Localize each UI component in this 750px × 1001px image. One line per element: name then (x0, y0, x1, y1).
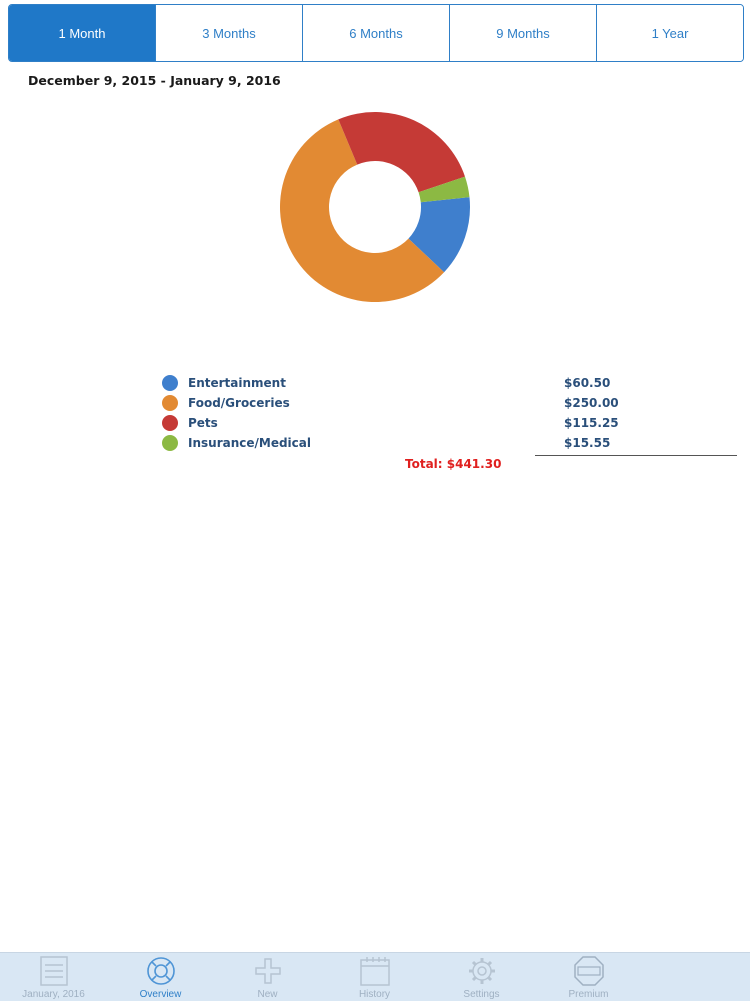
legend-label: Insurance/Medical (188, 436, 311, 450)
tab-premium[interactable]: Premium (535, 953, 642, 1001)
tab-label: Settings (463, 989, 500, 1000)
donut-slice-insurance-medical[interactable] (418, 176, 470, 203)
tab-overview[interactable]: Overview (107, 953, 214, 1001)
legend-amount: $115.25 (564, 416, 619, 430)
calendar-icon (359, 957, 390, 986)
tab-new[interactable]: New (214, 953, 321, 1001)
tab-label: January, 2016 (22, 989, 85, 1000)
segment-9-months[interactable]: 9 Months (449, 5, 596, 61)
legend-label: Entertainment (188, 376, 286, 390)
legend-item-entertainment[interactable]: Entertainment $60.50 (162, 374, 622, 394)
notepad-icon (39, 956, 68, 986)
legend-color-dot (162, 395, 178, 411)
legend-amount: $15.55 (564, 436, 611, 450)
tab-settings[interactable]: Settings (428, 953, 535, 1001)
tab-label: New (257, 989, 278, 1000)
tab-history[interactable]: History (321, 953, 428, 1001)
segment-6-months[interactable]: 6 Months (302, 5, 449, 61)
period-segmented-control: 1 Month 3 Months 6 Months 9 Months 1 Yea… (8, 4, 744, 62)
expense-legend: Entertainment $60.50 Food/Groceries $250… (162, 374, 622, 454)
donut-slice-food-groceries[interactable] (280, 119, 445, 302)
date-range-label: December 9, 2015 - January 9, 2016 (28, 73, 281, 88)
gear-icon (468, 958, 495, 984)
lifebuoy-icon (146, 957, 175, 985)
premium-badge-icon (573, 956, 604, 986)
expense-donut-chart (280, 112, 470, 302)
donut-slice-pets[interactable] (338, 112, 465, 193)
total-divider (535, 455, 737, 456)
tab-label: Overview (139, 989, 182, 1000)
segment-1-month[interactable]: 1 Month (9, 5, 155, 61)
total-amount: Total: $441.30 (405, 457, 502, 471)
tab-label: Premium (568, 989, 609, 1000)
legend-amount: $250.00 (564, 396, 619, 410)
legend-amount: $60.50 (564, 376, 611, 390)
segment-1-year[interactable]: 1 Year (596, 5, 743, 61)
donut-slice-entertainment[interactable] (408, 197, 470, 273)
legend-item-pets[interactable]: Pets $115.25 (162, 414, 622, 434)
bottom-tab-bar: January, 2016 Overview New History (0, 952, 750, 1001)
legend-color-dot (162, 415, 178, 431)
tab-label: History (358, 989, 391, 1000)
legend-item-insurance-medical[interactable]: Insurance/Medical $15.55 (162, 434, 622, 454)
legend-color-dot (162, 375, 178, 391)
tab-january-2016[interactable]: January, 2016 (0, 953, 107, 1001)
legend-item-food-groceries[interactable]: Food/Groceries $250.00 (162, 394, 622, 414)
legend-color-dot (162, 435, 178, 451)
plus-icon (254, 958, 281, 984)
legend-label: Food/Groceries (188, 396, 290, 410)
segment-3-months[interactable]: 3 Months (155, 5, 302, 61)
legend-label: Pets (188, 416, 218, 430)
